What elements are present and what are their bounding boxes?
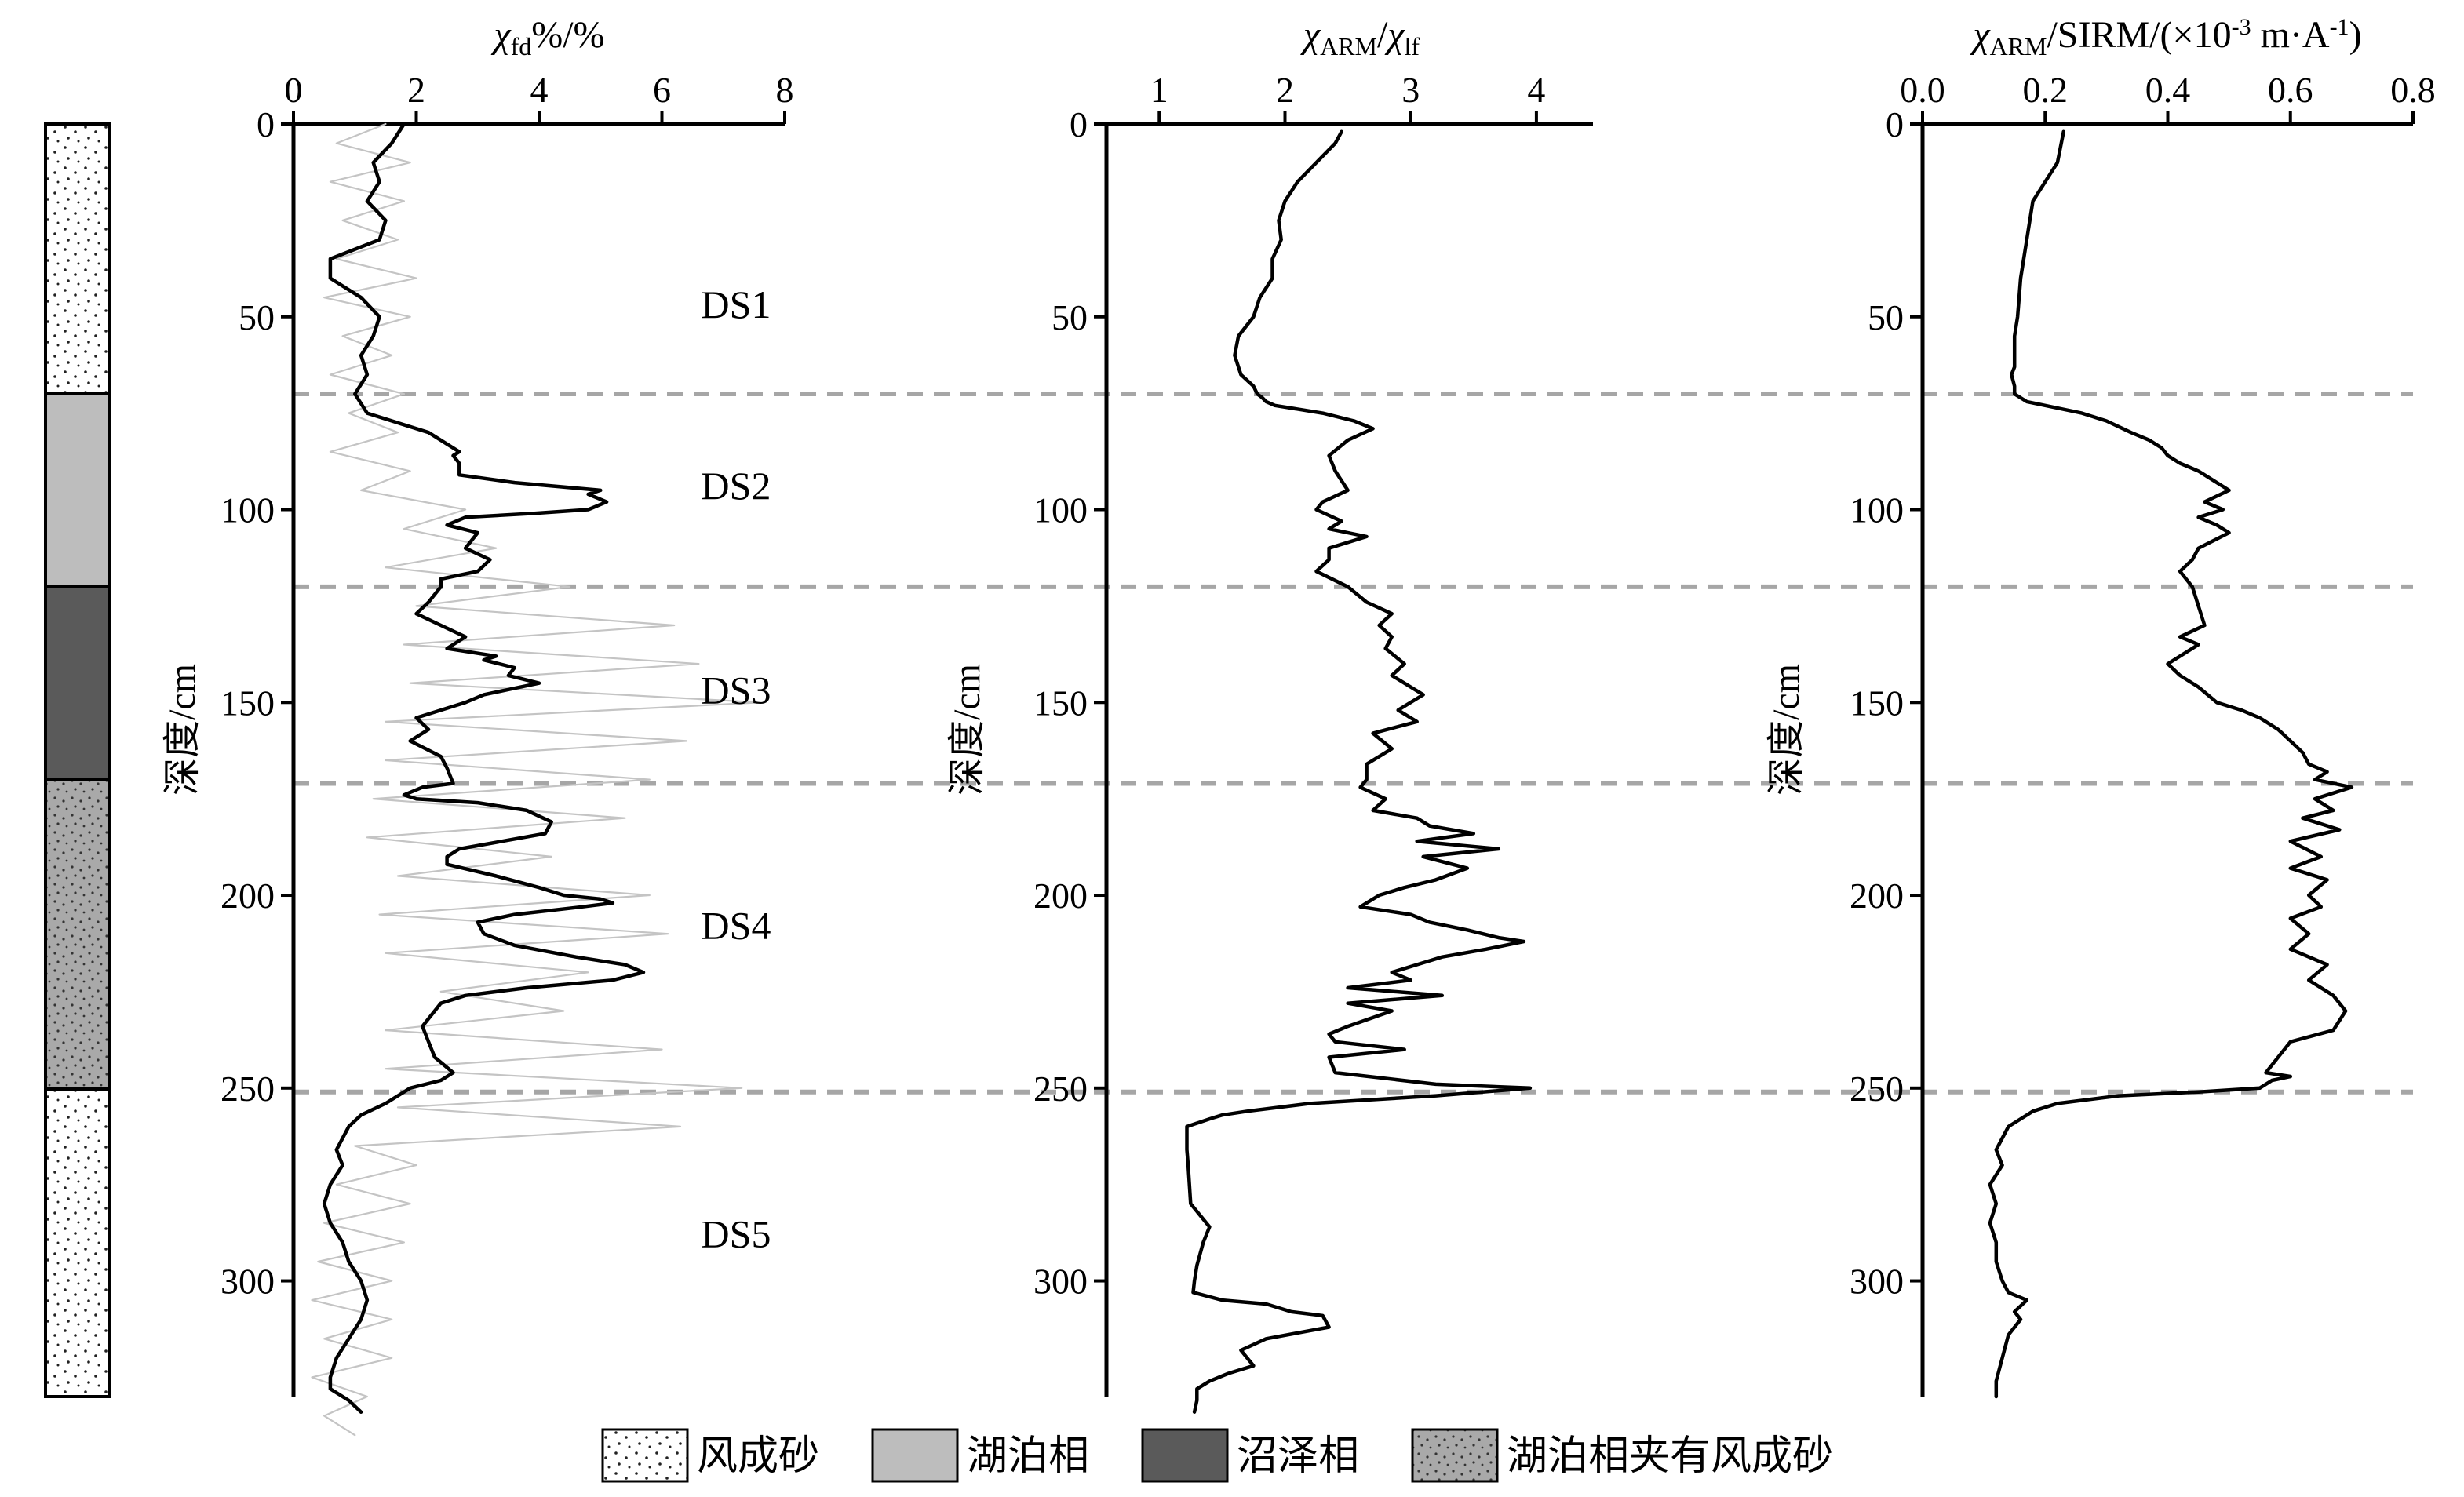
panel-chi-fd-x-tick-label-3: 6 (653, 70, 671, 110)
panel-chi-arm-sirm-y-tick-label-1: 50 (1868, 297, 1904, 337)
legend-label-aeolian-sand: 风成砂 (697, 1434, 819, 1479)
legend-swatch-swamp (1141, 1428, 1229, 1483)
panel-chi-arm-ratio-y-tick-label-2: 100 (1033, 490, 1088, 530)
panel-chi-arm-sirm-x-tick-label-2: 0.4 (2145, 70, 2191, 110)
panel-chi-arm-sirm-y-tick-label-4: 200 (1850, 876, 1904, 916)
panel-chi-arm-sirm-y-tick-label-0: 0 (1886, 104, 1904, 144)
legend: 风成砂 湖泊相 沼泽相 湖泊相夹有风成砂 (601, 1428, 1833, 1483)
lithology-column (44, 122, 111, 1398)
legend-swatch-lacustrine (871, 1428, 959, 1483)
panel-chi-arm-sirm-y-tick-label-2: 100 (1850, 490, 1904, 530)
legend-item-swamp: 沼泽相 (1141, 1428, 1359, 1483)
panel-chi-fd-y-axis-title: 深度/cm (162, 664, 203, 796)
panel-chi-arm-ratio-y-tick-label-5: 250 (1033, 1069, 1088, 1109)
panel-chi-fd: χfd%/% 深度/cm 0 2 4 6 8 0 50 100 150 200 250 300 DS1 D… (162, 14, 794, 1437)
panel-chi-arm-ratio-x-tick-label-2: 3 (1401, 70, 1420, 110)
panel-chi-fd-x-axis-title: χfd%/% (490, 14, 604, 60)
panel-chi-arm-sirm-y-axis-title: 深度/cm (1766, 664, 1807, 796)
panel-chi-arm-sirm-y-tick-label-5: 250 (1850, 1069, 1904, 1109)
panel-chi-fd-x-tick-label-4: 8 (776, 70, 794, 110)
legend-label-lacustrine: 湖泊相 (967, 1434, 1089, 1479)
panel-chi-arm-sirm-x-tick-label-0: 0.0 (1900, 70, 1945, 110)
panel-chi-arm-ratio-y-tick-label-1: 50 (1052, 297, 1088, 337)
lithology-unit-aeolian-sand-bottom (44, 1087, 111, 1398)
panel-chi-fd-x-tick-label-0: 0 (285, 70, 303, 110)
panel-chi-arm-ratio-x-tick-label-1: 2 (1276, 70, 1294, 110)
legend-item-aeolian-sand: 风成砂 (601, 1428, 819, 1483)
zone-boundary-lines (293, 392, 2413, 1095)
panel-chi-arm-ratio-x-tick-label-3: 4 (1527, 70, 1545, 110)
zone-label-ds3: DS3 (702, 668, 771, 712)
panel-chi-arm-sirm-series-main (1988, 129, 2354, 1399)
zone-label-ds5: DS5 (702, 1212, 771, 1256)
panel-chi-arm-ratio-series-main (1185, 129, 1533, 1414)
panel-chi-arm-ratio-y-tick-label-6: 300 (1033, 1262, 1088, 1302)
panel-chi-fd-y-tick-label-0: 0 (257, 104, 275, 144)
lithology-unit-lacustrine-with-sand (44, 778, 111, 1091)
panel-chi-arm-sirm-x-tick-label-3: 0.6 (2268, 70, 2313, 110)
legend-item-lacustrine-with-sand: 湖泊相夹有风成砂 (1411, 1428, 1833, 1483)
panel-chi-fd-series-raw (311, 122, 761, 1437)
panel-chi-arm-ratio-x-axis-title: χARM/χlf (1300, 14, 1420, 60)
panel-chi-arm-ratio-y-tick-label-3: 150 (1033, 683, 1088, 723)
zone-label-ds2: DS2 (702, 464, 771, 508)
panel-chi-fd-x-tick-label-2: 4 (530, 70, 549, 110)
zone-label-ds4: DS4 (702, 903, 771, 947)
panel-chi-fd-y-tick-label-3: 150 (221, 683, 275, 723)
legend-item-lacustrine: 湖泊相 (871, 1428, 1089, 1483)
legend-label-swamp: 沼泽相 (1237, 1434, 1359, 1479)
panel-chi-fd-y-tick-label-1: 50 (239, 297, 275, 337)
lithology-unit-lacustrine (44, 392, 111, 588)
panel-chi-arm-sirm: χARM/SIRM/(×10-3 m·A-1) 深度/cm 0.0 0.2 0.4 0… (1766, 14, 2436, 1399)
panel-chi-fd-y-tick-label-5: 250 (221, 1069, 275, 1109)
panel-chi-arm-sirm-y-tick-label-6: 300 (1850, 1262, 1904, 1302)
panel-chi-arm-ratio-y-axis-title: 深度/cm (946, 664, 988, 796)
panel-chi-arm-ratio-y-tick-label-0: 0 (1070, 104, 1088, 144)
panel-chi-arm-ratio-y-tick-label-4: 200 (1033, 876, 1088, 916)
panel-chi-fd-x-tick-label-1: 2 (407, 70, 425, 110)
panel-chi-fd-y-tick-label-6: 300 (221, 1262, 275, 1302)
lithology-unit-aeolian-sand-top (44, 122, 111, 395)
panel-chi-arm-sirm-x-tick-label-1: 0.2 (2023, 70, 2069, 110)
panel-chi-arm-sirm-x-tick-label-4: 0.8 (2390, 70, 2436, 110)
panel-chi-arm-sirm-x-axis-title: χARM/SIRM/(×10-3 m·A-1) (1970, 14, 2361, 60)
panel-chi-arm-ratio: χARM/χlf 深度/cm 1 2 3 4 0 50 100 150 200 250 300 (946, 14, 1593, 1414)
legend-label-lacustrine-with-sand: 湖泊相夹有风成砂 (1507, 1434, 1833, 1479)
lithology-unit-swamp (44, 585, 111, 781)
legend-swatch-lacustrine-with-sand (1411, 1428, 1499, 1483)
panel-chi-fd-y-tick-label-4: 200 (221, 876, 275, 916)
legend-swatch-aeolian-sand (601, 1428, 689, 1483)
panel-chi-arm-sirm-y-tick-label-3: 150 (1850, 683, 1904, 723)
zone-label-ds1: DS1 (702, 282, 771, 326)
panel-chi-fd-series-main (322, 122, 646, 1414)
panel-chi-fd-y-tick-label-2: 100 (221, 490, 275, 530)
panel-chi-arm-ratio-x-tick-label-0: 1 (1150, 70, 1168, 110)
